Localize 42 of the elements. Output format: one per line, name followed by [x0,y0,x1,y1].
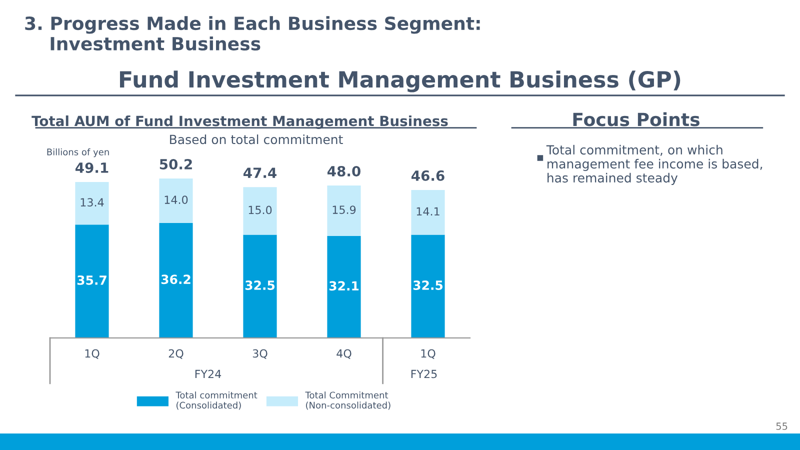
bar [159,178,193,223]
legend-label: Total commitment (Consolidated) [176,392,258,410]
text: 55 [776,422,788,430]
text: Focus Points [573,112,700,126]
total-label: 49.1 [75,162,108,173]
legend-label: Total Commitment (Non-consolidated) [305,392,390,410]
bar [327,186,361,236]
bar [75,182,109,225]
total-label: 46.6 [411,170,444,181]
x-tick-label: 1Q [85,349,100,359]
bar [243,234,277,338]
bar [159,223,193,338]
x-tick-label: 4Q [336,349,352,359]
bar [75,224,109,338]
text: Total commitment, on which management fee income is based, has remained steady [546,144,762,185]
chart-subtitle: Based on total commitment [170,134,343,144]
y-axis-title: Billions of yen [47,148,109,158]
text: FY24 [195,370,222,378]
bar [411,234,445,338]
total-label: 48.0 [327,166,360,176]
bar [243,187,277,235]
bar [327,236,361,338]
text: FY25 [411,370,437,378]
data-label: 14.0 [164,196,188,204]
text: 3. Progress Made in Each Business Segment: Investment Business [25,16,480,50]
x-tick-label: 1Q [421,349,436,359]
chart-title: Total AUM of Fund Investment Management Business [32,115,448,129]
x-tick-label: 3Q [252,349,268,359]
data-label: 15.0 [248,206,272,214]
data-label: 36.2 [161,274,190,284]
total-label: 47.4 [243,168,276,178]
data-label: 32.1 [329,281,359,291]
data-label: 32.5 [245,280,275,290]
data-label: 35.7 [77,275,106,285]
bar [411,190,445,235]
data-label: 13.4 [80,198,104,207]
total-label: 50.2 [160,158,192,170]
text: Fund Investment Management Business (GP) [120,70,680,92]
data-label: 15.9 [332,206,356,214]
data-label: 14.1 [416,207,440,216]
data-label: 32.5 [413,280,443,290]
x-tick-label: 2Q [168,349,184,359]
